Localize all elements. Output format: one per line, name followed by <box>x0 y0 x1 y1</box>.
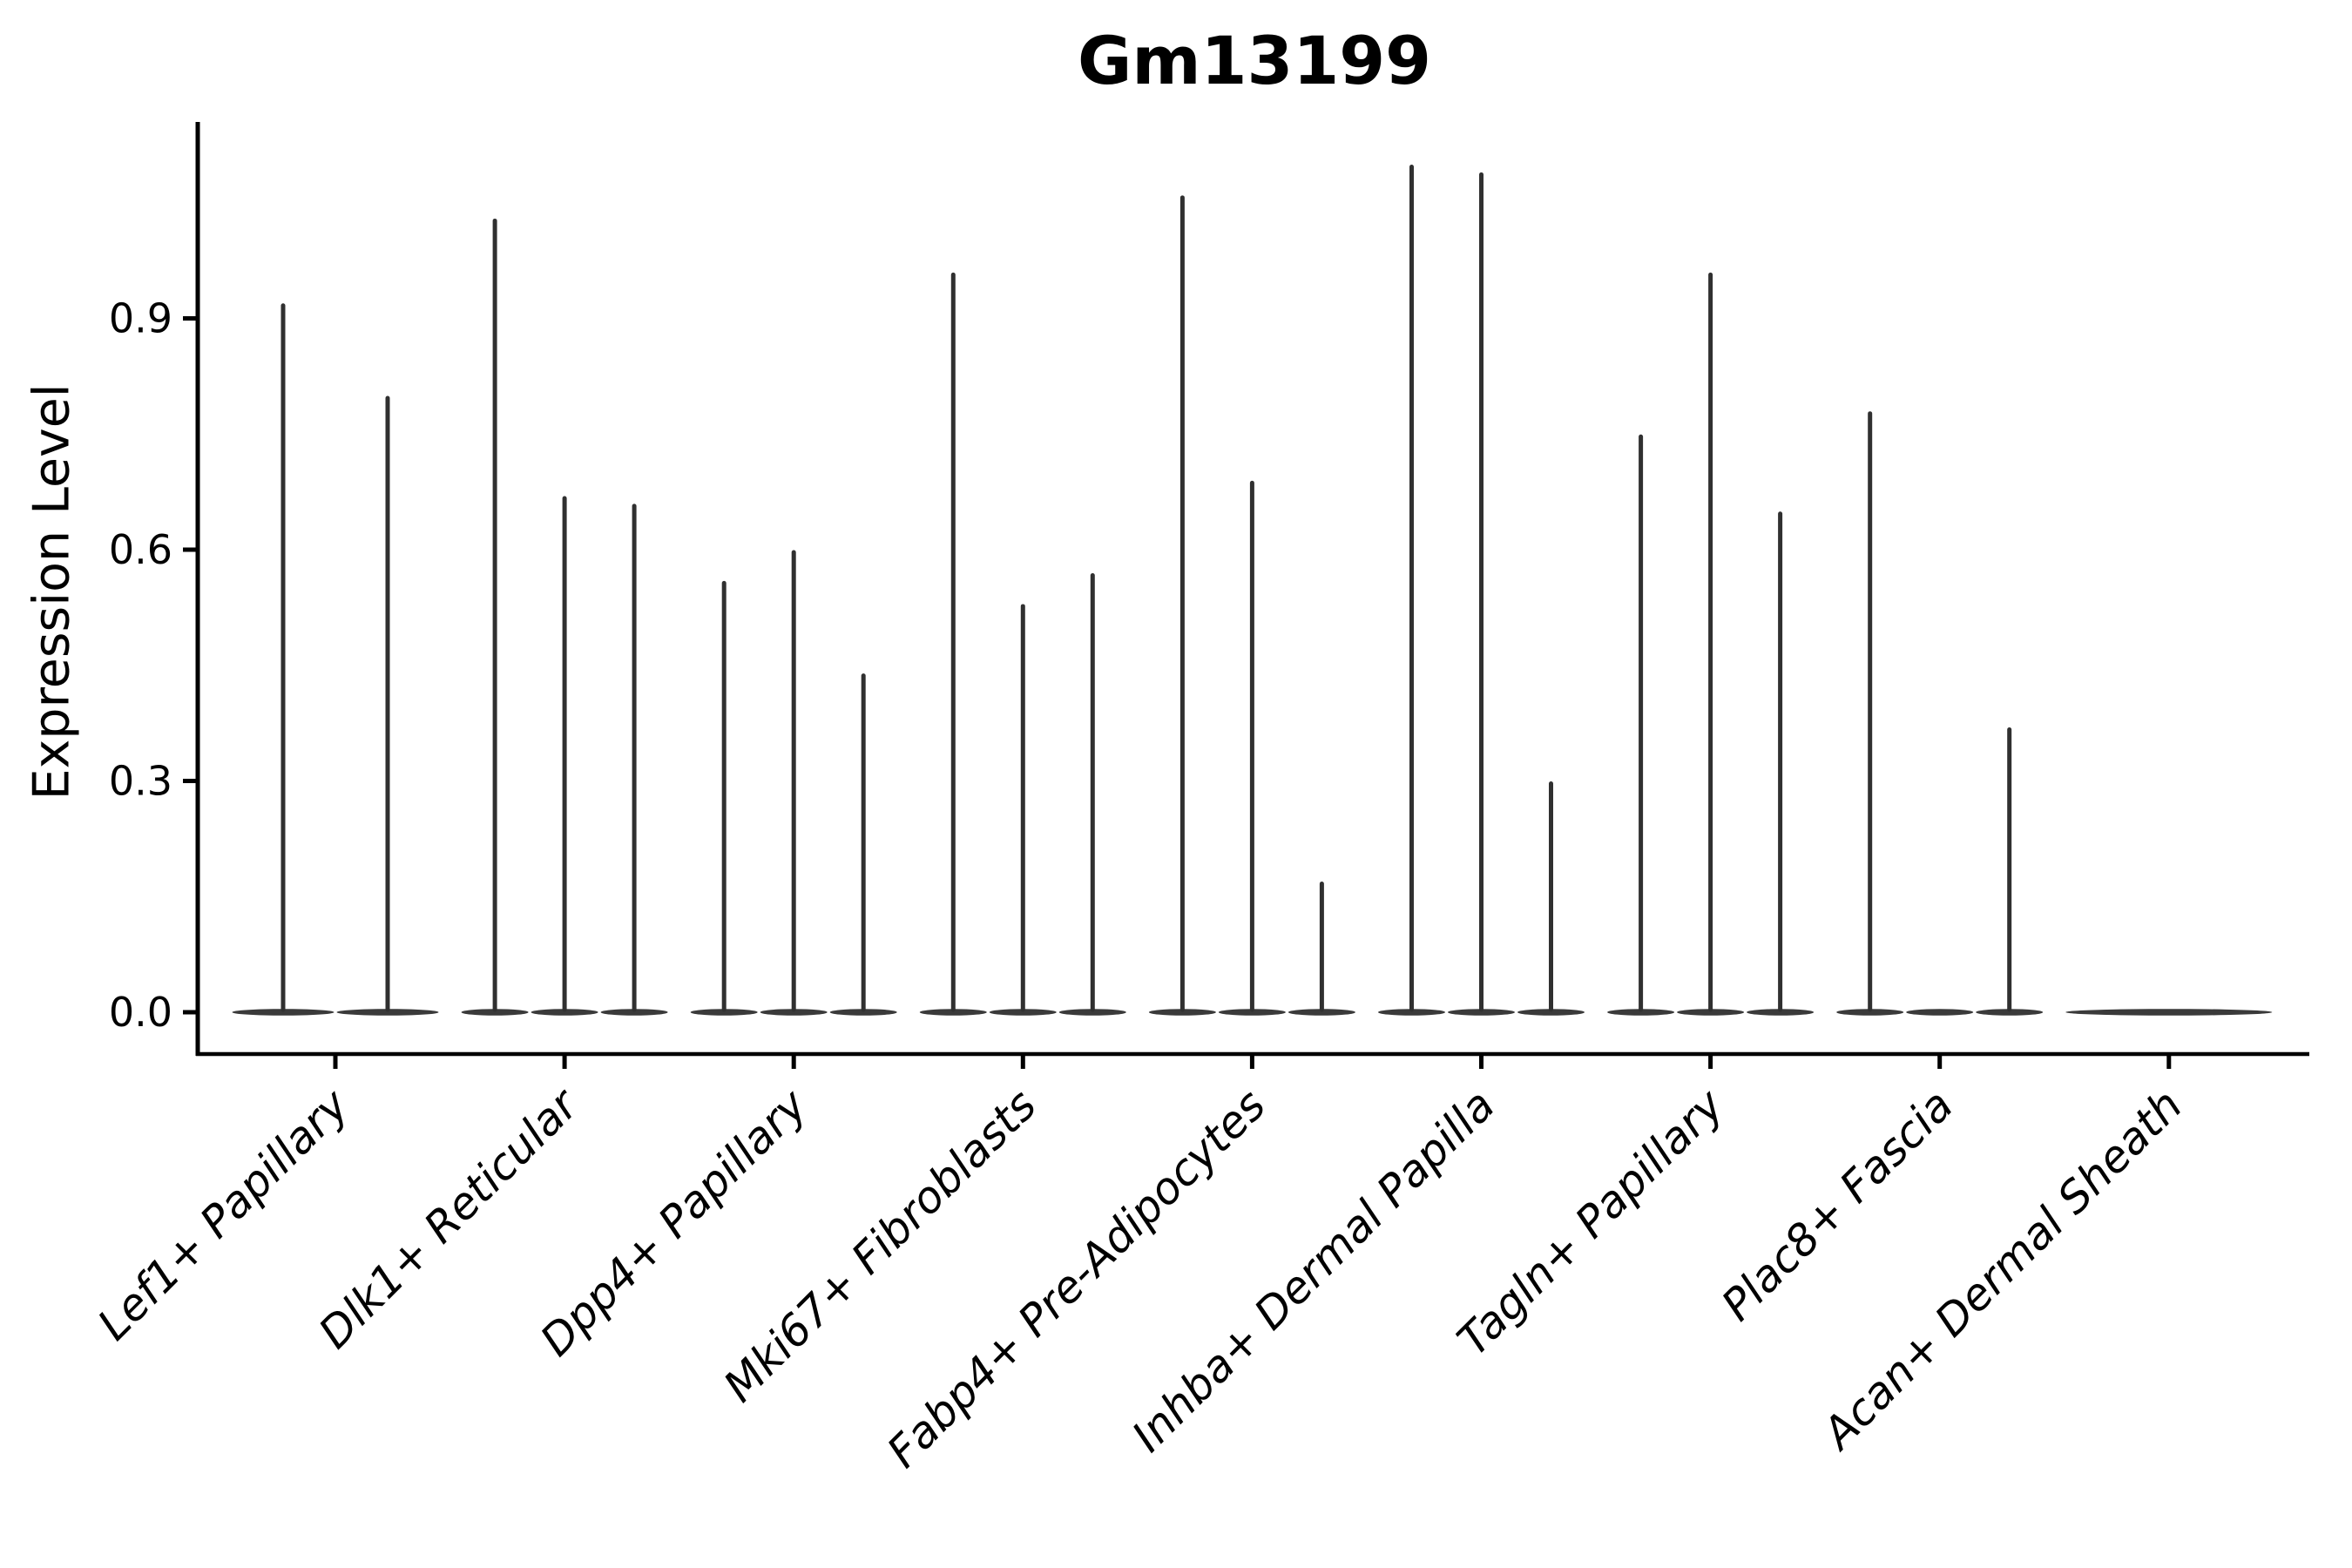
violin-base <box>461 1009 529 1016</box>
x-tick-label: Fabp4+ Pre-Adipocytes <box>877 1079 1275 1477</box>
violin-base <box>690 1009 758 1016</box>
violin-base <box>1218 1009 1286 1016</box>
y-tick-label: 0.6 <box>109 526 172 573</box>
violin-base <box>1677 1009 1745 1016</box>
violin-base <box>1288 1009 1355 1016</box>
violin-base <box>919 1009 987 1016</box>
y-tick-label: 0.3 <box>109 758 172 805</box>
violin-base <box>1976 1009 2044 1016</box>
x-tick-label: Acan+ Dermal Sheath <box>1811 1079 2192 1460</box>
violin-base <box>760 1009 828 1016</box>
violin-base <box>1378 1009 1445 1016</box>
page-title: Gm13199 <box>1078 22 1431 99</box>
y-tick-label: 0.9 <box>109 295 172 342</box>
x-tick-label: Inhba+ Dermal Papilla <box>1123 1079 1504 1461</box>
violin-base <box>336 1009 439 1016</box>
violin-base <box>2065 1009 2273 1016</box>
violin-base <box>1448 1009 1515 1016</box>
x-tick-label: Lef1+ Papillary <box>88 1078 359 1349</box>
violin-base <box>1148 1009 1216 1016</box>
x-tick-label: Plac8+ Fascia <box>1712 1079 1963 1330</box>
violin-base <box>600 1009 668 1016</box>
violin-base <box>829 1009 897 1016</box>
violin-base <box>989 1009 1057 1016</box>
y-tick-label: 0.0 <box>109 989 172 1036</box>
violin-base <box>1058 1009 1126 1016</box>
violin-base <box>232 1009 335 1016</box>
violin-base <box>1517 1009 1585 1016</box>
violin-base <box>1836 1009 1904 1016</box>
violin-base <box>531 1009 598 1016</box>
violin-base <box>1747 1009 1815 1016</box>
violin-base <box>1906 1009 1974 1016</box>
violin-base <box>1607 1009 1675 1016</box>
